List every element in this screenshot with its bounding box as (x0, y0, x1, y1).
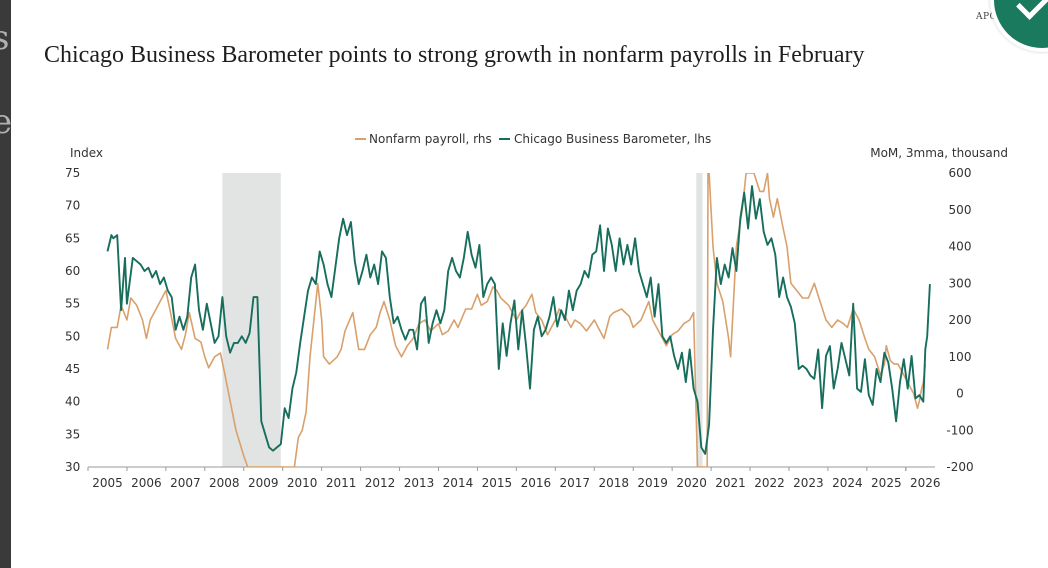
x-tick-label: 2010 (287, 476, 318, 490)
legend-label-barometer: Chicago Business Barometer, lhs (514, 132, 711, 146)
right-y-tick-label: 300 (949, 276, 972, 290)
left-window-edge (0, 0, 11, 568)
series-line-nonfarm-payroll (106, 173, 927, 467)
x-tick-label: 2016 (521, 476, 552, 490)
x-tick-label: 2021 (715, 476, 746, 490)
x-tick-label: 2022 (754, 476, 785, 490)
series-line-chicago-barometer (106, 185, 931, 455)
x-tick-label: 2023 (793, 476, 824, 490)
x-tick-label: 2015 (482, 476, 513, 490)
left-y-tick-label: 50 (65, 329, 80, 343)
left-edge-glyph: e (0, 102, 13, 142)
right-y-tick-label: 500 (949, 203, 972, 217)
x-tick-label: 2019 (637, 476, 668, 490)
recession-shade (696, 173, 703, 467)
x-tick-label: 2024 (832, 476, 863, 490)
x-tick-label: 2013 (404, 476, 435, 490)
line-chart: 2005 2006 2007 2008 2009 2010 2011 2012 2013 2014… (65, 132, 1008, 490)
right-axis-title: MoM, 3mma, thousand (870, 146, 1008, 160)
left-y-tick-label: 30 (65, 460, 80, 474)
x-tick-label: 2007 (170, 476, 201, 490)
x-tick-label: 2020 (676, 476, 707, 490)
x-tick-label: 2025 (871, 476, 902, 490)
x-tick-label: 2014 (443, 476, 474, 490)
x-tick-label: 2018 (598, 476, 629, 490)
corner-label: APC (976, 12, 997, 22)
x-tick-label: 2005 (92, 476, 123, 490)
legend-label-nonfarm: Nonfarm payroll, rhs (369, 132, 492, 146)
x-tick-label: 2008 (209, 476, 240, 490)
x-tick-label: 2017 (560, 476, 591, 490)
right-y-tick-label: 0 (956, 387, 964, 401)
right-y-tick-label: 200 (949, 313, 972, 327)
left-y-tick-label: 35 (65, 427, 80, 441)
left-edge-glyph: s (0, 18, 10, 58)
right-y-tick-label: -100 (946, 423, 973, 437)
right-y-tick-label: 400 (949, 240, 972, 254)
x-tick-label: 2011 (326, 476, 357, 490)
page-title: Chicago Business Barometer points to str… (44, 42, 865, 68)
x-tick-label: 2006 (131, 476, 162, 490)
left-y-tick-label: 60 (65, 264, 80, 278)
left-y-tick-label: 45 (65, 362, 80, 376)
x-tick-label: 2009 (248, 476, 279, 490)
x-tick-label: 2012 (365, 476, 396, 490)
left-y-tick-label: 65 (65, 231, 80, 245)
right-y-tick-label: 100 (949, 350, 972, 364)
right-y-tick-label: 600 (949, 166, 972, 180)
left-y-tick-label: 75 (65, 166, 80, 180)
left-axis-title: Index (70, 146, 103, 160)
x-tick-label: 2026 (910, 476, 941, 490)
left-y-tick-label: 40 (65, 395, 80, 409)
right-y-tick-label: -200 (946, 460, 973, 474)
left-y-tick-label: 70 (65, 199, 80, 213)
left-y-tick-label: 55 (65, 297, 80, 311)
